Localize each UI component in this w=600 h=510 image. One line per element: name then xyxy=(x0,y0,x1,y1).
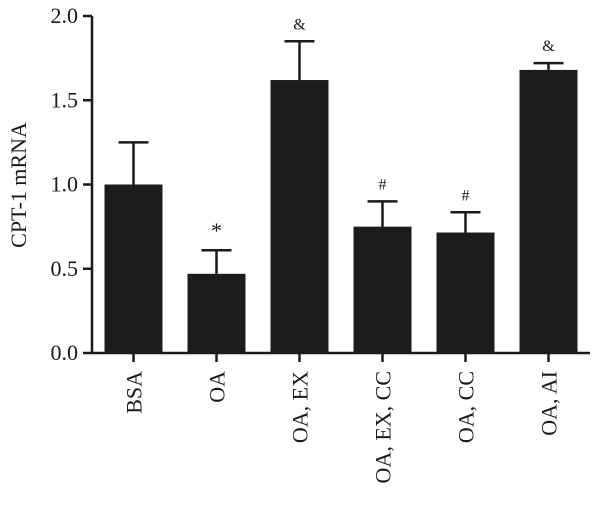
y-tick-label: 1.0 xyxy=(51,172,79,197)
y-axis-title: CPT-1 mRNA xyxy=(6,122,31,248)
bars: * & # # & xyxy=(104,16,578,354)
x-category-label: OA, AI xyxy=(537,371,562,436)
significance-marker: & xyxy=(542,38,555,55)
bar xyxy=(270,80,329,353)
significance-marker: * xyxy=(211,218,222,243)
significance-marker: # xyxy=(379,176,387,193)
y-tick-label: 1.5 xyxy=(51,87,79,112)
y-tick-label: 2.0 xyxy=(51,3,79,28)
bar xyxy=(353,226,412,353)
y-axis: 0.0 0.5 1.0 1.5 2.0 xyxy=(51,3,94,365)
bar xyxy=(519,69,578,354)
bar xyxy=(187,273,246,353)
significance-marker: & xyxy=(293,16,306,33)
x-category-label: OA, EX xyxy=(288,371,313,443)
bar xyxy=(104,184,163,353)
x-category-label: OA, CC xyxy=(454,371,479,443)
x-category-label: OA xyxy=(205,371,230,403)
x-axis: BSA OA OA, EX OA, EX, CC OA, CC OA, AI xyxy=(91,351,590,483)
significance-marker: # xyxy=(462,187,470,204)
bar xyxy=(436,232,495,353)
x-category-label: BSA xyxy=(122,371,147,414)
y-tick-label: 0.0 xyxy=(51,340,79,365)
y-tick-label: 0.5 xyxy=(51,256,79,281)
x-category-label: OA, EX, CC xyxy=(371,371,396,483)
